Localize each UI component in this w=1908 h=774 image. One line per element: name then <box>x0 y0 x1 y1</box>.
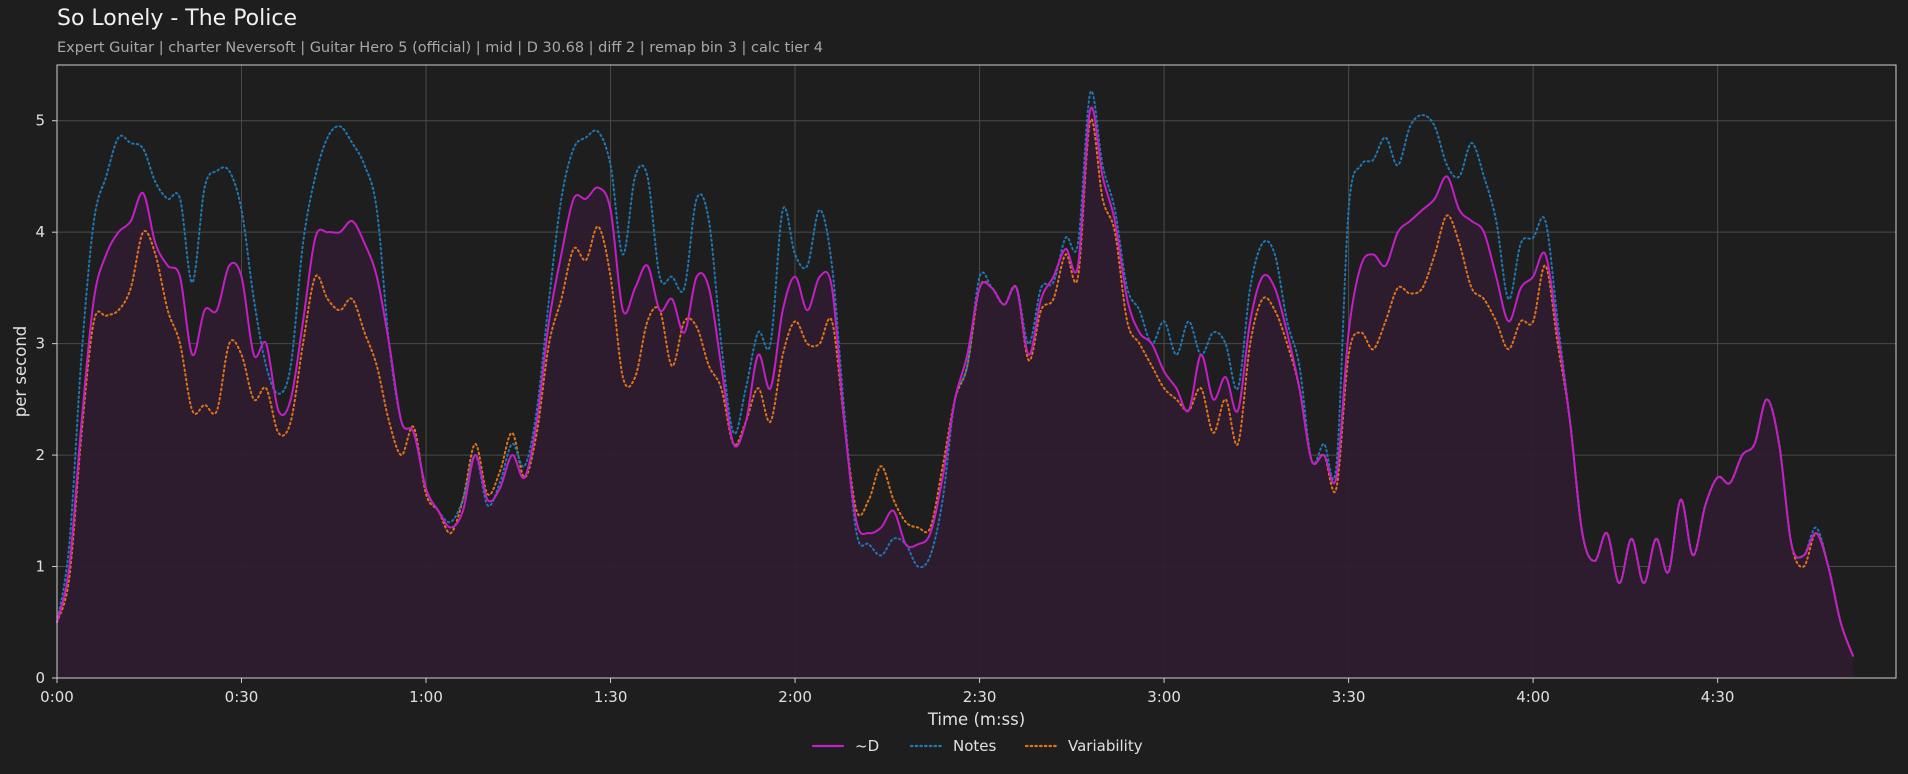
x-tick-label: 2:30 <box>963 688 997 706</box>
x-tick-label: 0:00 <box>40 688 74 706</box>
notes-series-line <box>56 90 1854 657</box>
legend-label: ~D <box>855 737 879 755</box>
series-lines <box>56 90 1854 657</box>
y-tick-label: 2 <box>35 446 45 464</box>
legend: ~D Notes Variability <box>811 737 1143 755</box>
chart-subtitle: Expert Guitar | charter Neversoft | Guit… <box>57 40 823 56</box>
legend-label: Variability <box>1068 737 1143 755</box>
x-tick-label: 2:00 <box>778 688 812 706</box>
x-tick-label: 1:00 <box>409 688 443 706</box>
y-tick-label: 0 <box>35 669 45 687</box>
chart-title: So Lonely - The Police <box>57 6 297 31</box>
x-axis-label: Time (m:ss) <box>927 710 1025 729</box>
d-series-line <box>56 106 1854 657</box>
x-tick-label: 4:00 <box>1516 688 1550 706</box>
y-tick-label: 3 <box>35 335 45 353</box>
y-axis-ticks: 0 1 2 3 4 5 <box>35 112 57 687</box>
y-tick-label: 4 <box>35 223 45 241</box>
d-area-fill <box>57 107 1853 678</box>
y-tick-label: 5 <box>35 112 45 130</box>
x-tick-label: 3:30 <box>1332 688 1366 706</box>
x-tick-label: 1:30 <box>594 688 628 706</box>
legend-item-variability: Variability <box>1024 737 1143 755</box>
plot-frame <box>56 64 1897 679</box>
legend-item-notes: Notes <box>909 737 997 755</box>
x-axis-ticks: 0:00 0:30 1:00 1:30 2:00 2:30 3:00 3:30 4:00 4:30 <box>40 678 1734 706</box>
x-tick-label: 4:30 <box>1701 688 1735 706</box>
y-axis-label: per second <box>11 326 30 418</box>
legend-item-d: ~D <box>811 737 879 755</box>
x-tick-label: 0:30 <box>225 688 259 706</box>
legend-label: Notes <box>953 737 997 755</box>
x-tick-label: 3:00 <box>1147 688 1181 706</box>
y-tick-label: 1 <box>35 558 45 576</box>
